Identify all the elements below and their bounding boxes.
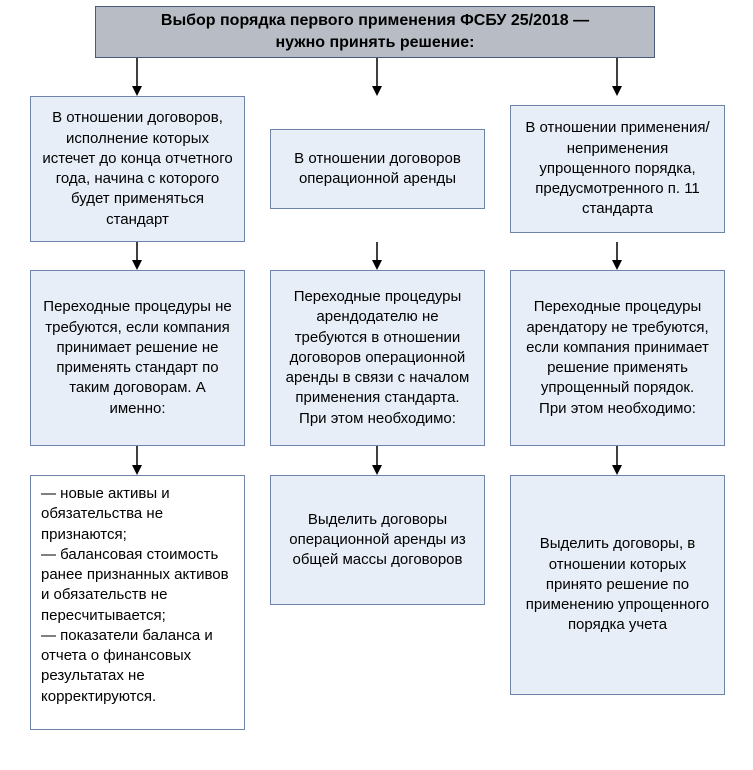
row2-label-0: Переходные процедуры не требуются, если … bbox=[41, 297, 234, 419]
row1-box-0: В отношении договоров, исполнение которы… bbox=[30, 96, 245, 242]
row3-box-1: Выделить договоры операционной аренды из… bbox=[270, 475, 485, 605]
arrow-1 bbox=[367, 58, 387, 96]
header-box: Выбор порядка первого применения ФСБУ 25… bbox=[95, 6, 655, 58]
arrow-4 bbox=[367, 242, 387, 270]
arrow-8 bbox=[607, 446, 627, 475]
row3-label-2: Выделить договоры, в отношении которых п… bbox=[521, 534, 714, 635]
row1-label-2: В отношении применения/неприменения упро… bbox=[521, 118, 714, 219]
row3-box-0: — новые активы и обязательства не призна… bbox=[30, 475, 245, 730]
row2-box-0: Переходные процедуры не требуются, если … bbox=[30, 270, 245, 446]
row1-box-1: В отношении договоров операционной аренд… bbox=[270, 129, 485, 209]
row3-label-1: Выделить договоры операционной аренды из… bbox=[281, 510, 474, 571]
row2-box-1: Переходные процедуры арендодателю не тре… bbox=[270, 270, 485, 446]
arrow-3 bbox=[127, 242, 147, 270]
row2-label-2: Переходные процедуры арендатору не требу… bbox=[521, 297, 714, 419]
row3-box-2: Выделить договоры, в отношении которых п… bbox=[510, 475, 725, 695]
row2-label-1: Переходные процедуры арендодателю не тре… bbox=[281, 287, 474, 429]
row1-box-2: В отношении применения/неприменения упро… bbox=[510, 105, 725, 233]
arrow-6 bbox=[127, 446, 147, 475]
header-label: Выбор порядка первого применения ФСБУ 25… bbox=[161, 10, 589, 53]
row3-label-0: — новые активы и обязательства не призна… bbox=[41, 484, 234, 707]
row2-box-2: Переходные процедуры арендатору не требу… bbox=[510, 270, 725, 446]
arrow-7 bbox=[367, 446, 387, 475]
row1-label-1: В отношении договоров операционной аренд… bbox=[281, 149, 474, 190]
arrow-0 bbox=[127, 58, 147, 96]
arrow-2 bbox=[607, 58, 627, 96]
arrow-5 bbox=[607, 242, 627, 270]
row1-label-0: В отношении договоров, исполнение которы… bbox=[41, 108, 234, 230]
